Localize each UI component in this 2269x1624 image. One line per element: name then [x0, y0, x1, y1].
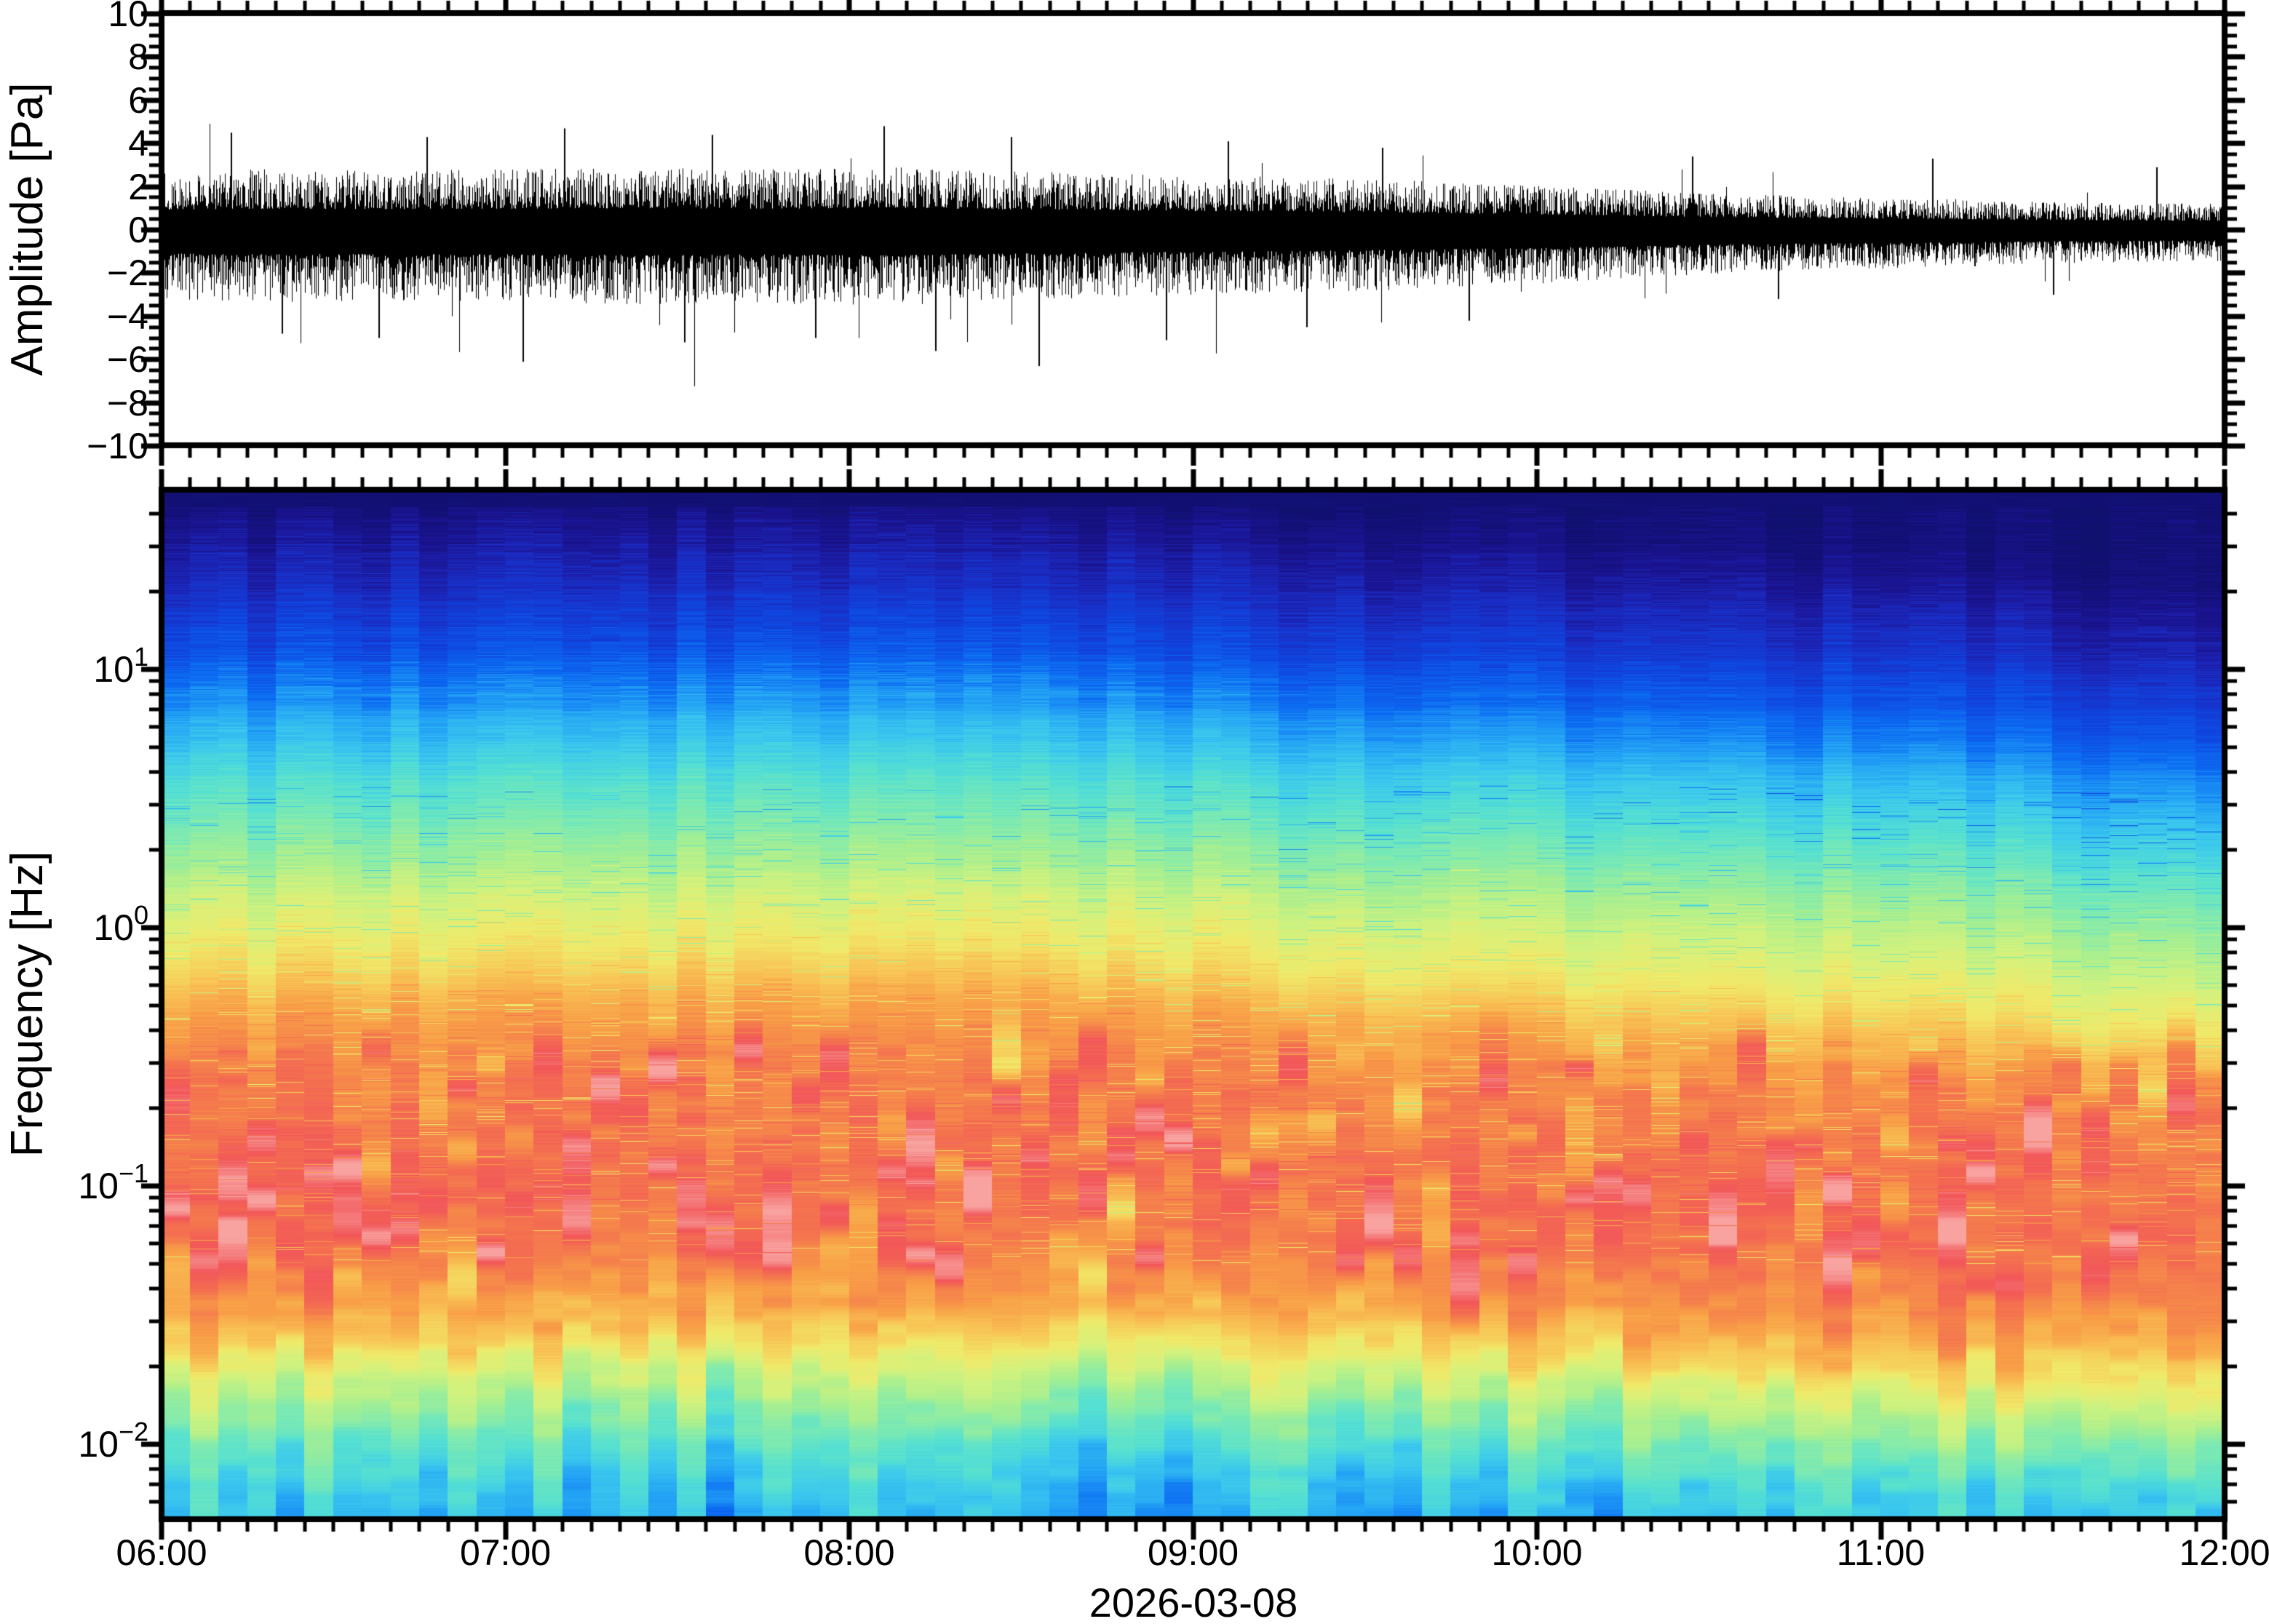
amplitude-tick-label: 2 — [128, 166, 148, 207]
frequency-tick-label: 10−1 — [78, 1158, 148, 1206]
time-tick-label: 07:00 — [459, 1532, 552, 1573]
amplitude-tick-label: 10 — [108, 0, 148, 34]
time-tick-label: 11:00 — [1836, 1532, 1926, 1573]
amplitude-tick-label: 6 — [128, 79, 148, 121]
amplitude-tick-label: −6 — [106, 339, 148, 381]
amplitude-tick-label: −10 — [87, 426, 148, 466]
date-label: 2026-03-08 — [1089, 1580, 1298, 1624]
frequency-axis-title: Frequency [Hz] — [2, 851, 52, 1158]
amplitude-tick-label: 4 — [128, 123, 148, 164]
time-tick-label: 12:00 — [2179, 1532, 2269, 1573]
amplitude-tick-label: −8 — [106, 382, 148, 423]
time-tick-label: 08:00 — [803, 1532, 895, 1573]
time-tick-label: 10:00 — [1491, 1532, 1583, 1573]
frequency-tick-label: 10−2 — [78, 1417, 148, 1465]
amplitude-tick-label: −2 — [106, 252, 148, 294]
amplitude-tick-label: 8 — [128, 36, 148, 78]
time-tick-label: 09:00 — [1147, 1532, 1239, 1573]
amplitude-tick-label: 0 — [128, 210, 148, 250]
frequency-tick-label: 101 — [93, 642, 148, 690]
time-tick-label: 06:00 — [116, 1532, 207, 1573]
frequency-tick-label: 100 — [93, 900, 148, 948]
amplitude-tick-label: −4 — [106, 295, 148, 337]
